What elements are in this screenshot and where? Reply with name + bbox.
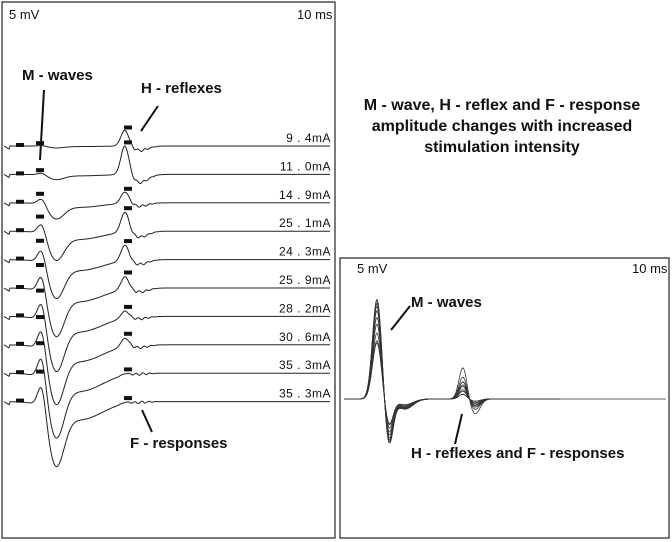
left-panel: 5 mV 10 ms M - waves H - reflexes F - re… [1,1,336,539]
latency-marker [124,396,132,401]
waveform-trace [3,304,330,373]
f-responses-pointer [141,409,153,433]
left-time-scale: 10 ms [297,7,333,22]
stimulus-intensity-label: 35 . 3mA [279,387,331,401]
stimulus-intensity-label: 14 . 9mA [279,188,331,202]
h-reflexes-pointer [140,105,159,132]
right-panel: 5 mV 10 ms M - waves H - reflexes and F … [339,257,670,539]
right-voltage-scale: 5 mV [357,261,388,276]
right-traces [344,298,666,444]
latency-marker [16,341,24,346]
waveform-trace [3,331,330,406]
superimposed-trace [344,305,560,441]
stimulus-intensity-label: 25 . 9mA [279,273,331,287]
latency-marker [16,285,24,289]
waveform-trace [3,387,330,468]
m-waves-pointer [39,89,45,161]
latency-marker [16,199,24,204]
latency-marker [16,256,24,261]
right-h-f-label: H - reflexes and F - responses [411,445,624,462]
latency-marker [36,141,44,146]
waveform-trace [3,211,330,261]
latency-marker [36,238,44,243]
m-waves-label: M - waves [22,67,93,84]
left-panel-border [1,1,336,539]
latency-marker [36,191,44,196]
latency-marker [124,304,132,309]
title-line-2: amplitude changes with increased [372,118,633,135]
left-traces: 9 . 4mA 11 . 0mA 14 . 9mA 25 . 1mA 24 . 3mA 2… [3,125,331,468]
latency-marker [124,206,132,211]
right-m-waves-pointer [390,305,411,331]
latency-marker [36,341,44,346]
stimulus-intensity-label: 35 . 3mA [279,358,331,372]
superimposed-trace [344,332,560,429]
superimposed-trace [344,323,560,433]
latency-marker [16,370,24,375]
superimposed-trace [344,342,560,425]
latency-marker [36,214,44,219]
waveform-trace [3,129,330,153]
h-reflexes-label: H - reflexes [141,80,222,97]
right-panel-border [339,257,670,539]
latency-marker [124,140,132,145]
right-m-waves-label: M - waves [411,294,482,311]
latency-marker [16,398,24,403]
superimposed-trace [344,339,560,426]
stimulus-intensity-label: 28 . 2mA [279,301,331,315]
latency-marker [16,143,24,147]
latency-marker [124,331,132,336]
right-time-scale: 10 ms [632,261,668,276]
latency-marker [16,313,24,318]
superimposed-trace [344,302,560,442]
title-line-3: stimulation intensity [424,139,580,156]
latency-marker [16,171,24,176]
left-voltage-scale: 5 mV [9,7,40,22]
latency-marker [124,270,132,275]
superimposed-trace [344,309,560,439]
latency-marker [124,239,132,244]
latency-marker [124,367,132,372]
f-responses-label: F - responses [130,435,228,452]
waveform-trace [3,145,330,185]
figure-title: M - wave, H - reflex and F - response am… [364,97,641,156]
waveform-trace [3,191,330,220]
waveform-trace [3,358,330,439]
latency-marker [36,168,44,173]
latency-marker [16,228,24,233]
latency-marker [124,186,132,191]
right-h-f-pointer [454,413,463,445]
latency-marker [36,288,44,293]
waveform-trace [3,276,330,338]
superimposed-trace [344,298,560,444]
superimposed-trace [344,298,560,444]
stimulus-intensity-label: 24 . 3mA [279,245,331,259]
stimulus-intensity-label: 25 . 1mA [279,216,331,230]
latency-marker [36,263,44,267]
latency-marker [36,315,44,320]
stimulus-intensity-label: 9 . 4mA [286,131,331,145]
superimposed-trace [344,316,560,436]
latency-marker [36,369,44,374]
latency-marker [124,125,132,130]
waveform-trace [3,244,330,300]
stimulus-intensity-label: 11 . 0mA [280,159,331,173]
title-line-1: M - wave, H - reflex and F - response [364,97,641,114]
stimulus-intensity-label: 30 . 6mA [279,330,331,344]
